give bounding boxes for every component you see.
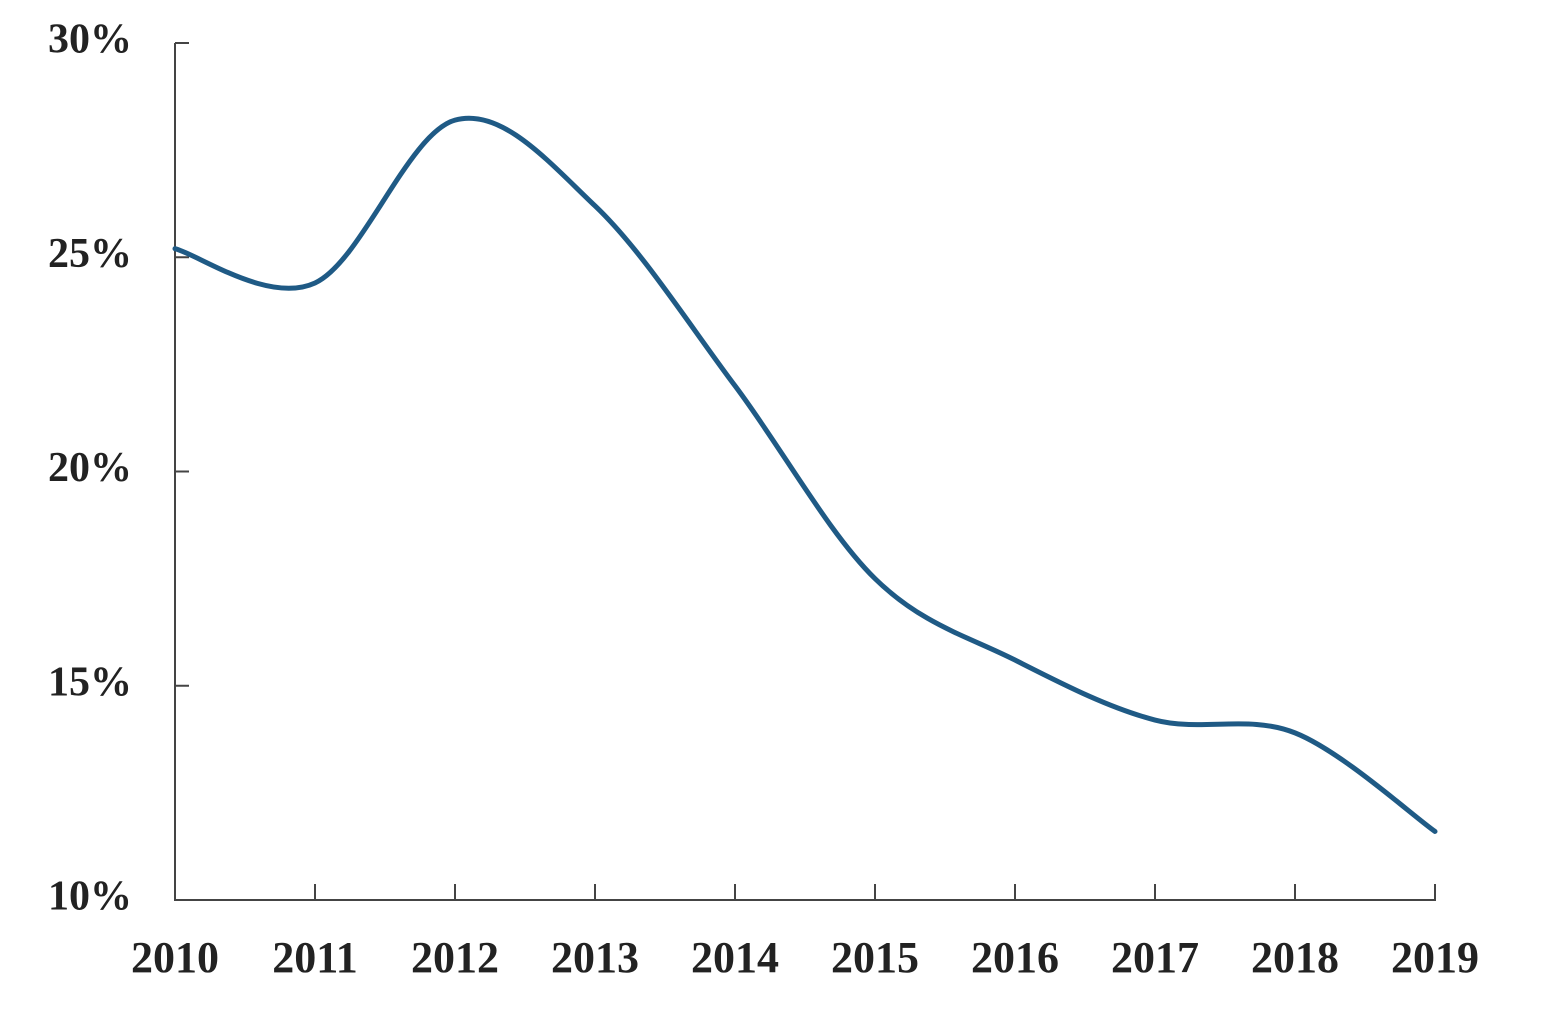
x-tick-label: 2010 [131, 933, 219, 982]
x-tick-label: 2018 [1251, 933, 1339, 982]
x-tick-label: 2016 [971, 933, 1059, 982]
x-tick-label: 2012 [411, 933, 499, 982]
line [172, 115, 1438, 834]
x-tick-label: 2019 [1391, 933, 1479, 982]
y-tick-label: 30% [48, 17, 132, 63]
y-tick-label: 20% [48, 445, 132, 491]
y-tick-label: 10% [48, 874, 132, 920]
x-tick-label: 2014 [691, 933, 779, 982]
y-tick-label: 15% [48, 659, 132, 705]
y-tick-label: 25% [48, 231, 132, 277]
x-tick-label: 2011 [272, 933, 358, 982]
x-tick-label: 2017 [1111, 933, 1199, 982]
x-tick-label: 2015 [831, 933, 919, 982]
x-tick-label: 2013 [551, 933, 639, 982]
